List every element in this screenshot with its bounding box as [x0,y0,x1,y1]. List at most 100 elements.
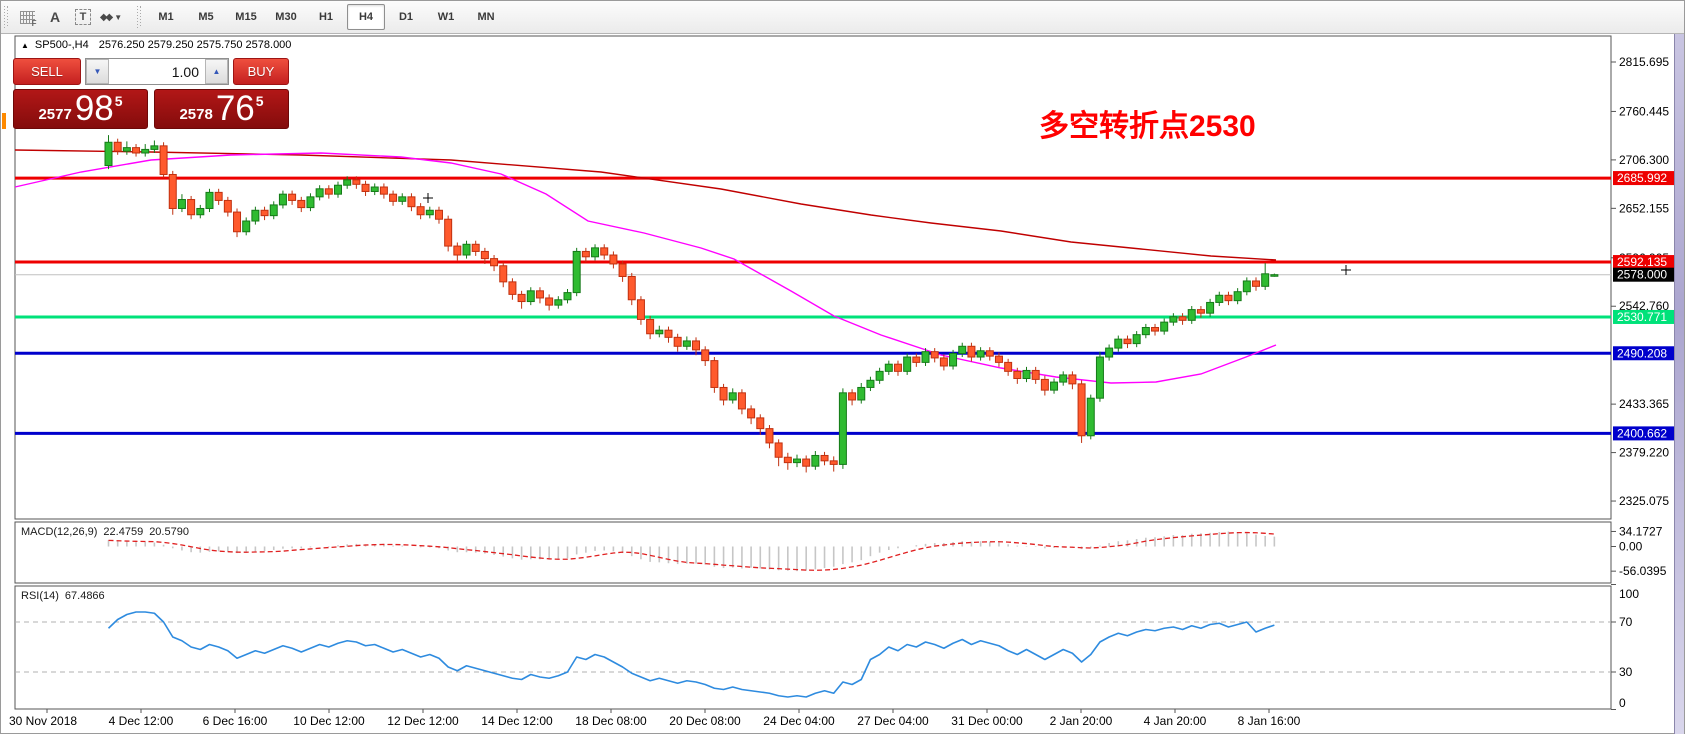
candle-body [866,379,875,388]
timeframe-button-mn[interactable]: MN [477,11,495,23]
candle-body [132,147,141,154]
candle-body [1196,309,1205,314]
volume-decrease-button[interactable]: ▼ [86,59,109,84]
timeframe-button-d1[interactable]: D1 [398,11,414,23]
candle-body [563,292,572,301]
candle-body [324,188,333,195]
candle-body [600,247,609,256]
candle-body [361,183,370,192]
chart-grid-button[interactable]: F [14,4,40,30]
candle-body [389,193,398,202]
candle-body [682,340,691,347]
candle-body [838,392,847,465]
macd-label: MACD(12,26,9) 22.4759 20.5790 [21,526,189,538]
rsi-axis-label: 100 [1619,587,1639,601]
candle-body [1169,316,1178,323]
time-axis-label: 18 Dec 08:00 [575,714,647,728]
candle-body [122,147,131,152]
candle-body [581,250,590,258]
candle-body [1178,316,1187,321]
toolbar-grip-2[interactable] [137,6,142,28]
text-box-icon: T [74,9,92,25]
toolbar: F A T ◆◆ ▼ M1 M5 M15 M30 H1 H4 D1 W1 MN [1,1,1684,34]
candle-body [875,370,884,381]
panel-edge-marker[interactable] [2,113,6,129]
macd-axis-label: 0.00 [1619,540,1643,554]
candle-body [526,290,535,303]
rsi-axis-label: 70 [1619,615,1633,629]
shapes-tool-button[interactable]: ◆◆ ▼ [98,4,124,30]
candle-body [829,460,838,465]
sell-price-button[interactable]: 2577 98 5 [13,89,148,129]
candle-body [159,145,168,175]
candle-body [462,243,471,256]
price-badge-label: 2400.662 [1617,426,1667,440]
time-axis-label: 20 Dec 08:00 [669,714,741,728]
volume-increase-button[interactable]: ▲ [205,59,228,84]
buy-button[interactable]: BUY [233,58,289,85]
collapse-icon[interactable]: ▲ [21,41,29,50]
candle-body [545,297,554,306]
text-tool-button[interactable]: T [70,4,96,30]
macd-axis-label: 34.1727 [1619,524,1663,538]
price-tick-label: 2760.445 [1619,104,1669,118]
label-tool-button[interactable]: A [42,4,68,30]
time-axis-label: 30 Nov 2018 [9,714,77,728]
candle-body [930,351,939,359]
time-axis-label: 2 Jan 20:00 [1050,714,1113,728]
candle-body [609,254,618,265]
price-badge [1613,255,1675,270]
sell-button[interactable]: SELL [13,58,81,85]
grid-f-icon: F [19,10,37,28]
candle-body [958,345,967,354]
candle-body [1004,361,1013,372]
buy-price-small: 2578 [179,106,213,123]
candle-body [1187,309,1196,321]
timeframe-button-h4[interactable]: H4 [347,4,385,30]
timeframe-button-h1[interactable]: H1 [318,11,334,23]
candle-body [1077,383,1086,437]
candle-body [949,352,958,367]
candle-body [1242,280,1251,293]
candle-body [1206,301,1215,314]
candle-body [701,349,710,362]
candle-body [416,206,425,216]
macd-axis-label: -56.0395 [1619,564,1667,578]
candle-body [453,245,462,256]
timeframe-button-m15[interactable]: M15 [235,11,257,23]
candle-body [848,392,857,401]
candle-body [306,196,315,209]
candle-body [214,191,223,201]
time-axis-label: 24 Dec 04:00 [763,714,835,728]
candle-body [783,456,792,464]
candle-body [1261,273,1270,287]
candle-body [1050,381,1059,391]
toolbar-grip[interactable] [4,6,9,28]
candle-body [1270,274,1279,277]
buy-price-button[interactable]: 2578 76 5 [154,89,289,129]
candle-body [168,173,177,209]
price-badge-label: 2490.208 [1617,346,1667,360]
time-axis-label: 14 Dec 12:00 [481,714,553,728]
candle-body [1013,370,1022,380]
timeframe-button-m30[interactable]: M30 [275,11,297,23]
timeframe-bar: M1 M5 M15 M30 H1 H4 D1 W1 MN [146,4,506,30]
dropdown-caret-icon: ▼ [114,12,123,22]
candle-body [811,454,820,467]
candle-body [205,191,214,209]
time-axis-label: 10 Dec 12:00 [293,714,365,728]
candle-body [1160,321,1169,332]
candle-body [288,193,297,201]
candle-body [1233,291,1242,302]
timeframe-button-m5[interactable]: M5 [198,11,214,23]
timeframe-button-w1[interactable]: W1 [437,11,455,23]
rsi-axis-label: 30 [1619,665,1633,679]
candle-body [765,428,774,444]
price-badge-label: 2685.992 [1617,171,1667,185]
volume-input[interactable] [109,59,205,84]
candles [104,135,1279,473]
timeframe-button-m1[interactable]: M1 [158,11,174,23]
one-click-trade-panel: SELL ▼ ▲ BUY 2577 98 5 2578 76 5 [13,58,289,129]
